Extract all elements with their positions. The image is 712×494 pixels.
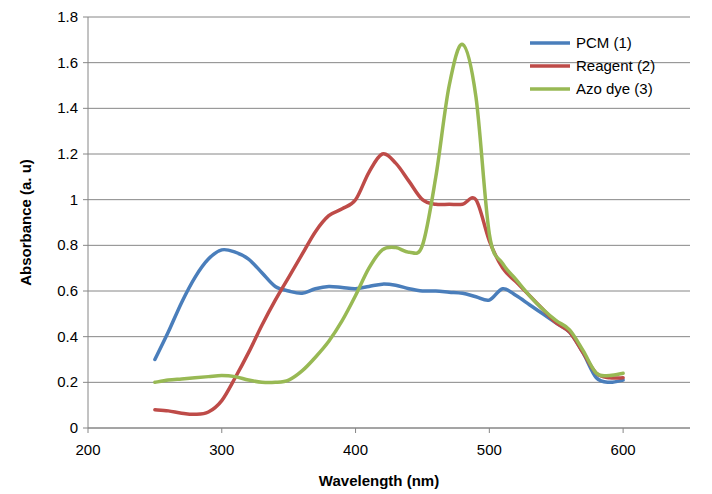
x-tick <box>623 428 624 433</box>
y-tick <box>83 108 88 109</box>
y-tick <box>83 17 88 18</box>
legend-swatch <box>530 64 570 68</box>
grid-line <box>88 245 690 246</box>
x-tick <box>88 428 89 433</box>
x-tick <box>355 428 356 433</box>
y-axis-title: Absorbance (a. u) <box>17 159 34 286</box>
series-line <box>155 44 623 382</box>
legend-label: Azo dye (3) <box>576 80 653 97</box>
y-tick-label: 1 <box>70 191 78 208</box>
y-tick-label: 0.2 <box>57 373 78 390</box>
y-axis <box>88 17 89 428</box>
y-tick <box>83 428 88 429</box>
legend-swatch <box>530 41 570 45</box>
y-tick <box>83 154 88 155</box>
legend-swatch <box>530 87 570 91</box>
x-axis-title: Wavelength (nm) <box>319 472 439 489</box>
y-tick-label: 1.6 <box>57 54 78 71</box>
y-tick-label: 1.8 <box>57 8 78 25</box>
legend-label: Reagent (2) <box>576 57 655 74</box>
grid-line <box>88 336 690 337</box>
y-tick <box>83 245 88 246</box>
y-tick-label: 0.8 <box>57 236 78 253</box>
x-axis <box>88 428 690 429</box>
y-tick <box>83 62 88 63</box>
x-tick <box>221 428 222 433</box>
grid-line <box>88 17 690 18</box>
x-tick-label: 200 <box>75 441 100 458</box>
y-tick-label: 0 <box>70 419 78 436</box>
y-tick-label: 1.4 <box>57 99 78 116</box>
y-tick <box>83 199 88 200</box>
grid-line <box>88 428 690 429</box>
legend-label: PCM (1) <box>576 34 632 51</box>
grid-line <box>88 108 690 109</box>
y-tick-label: 0.6 <box>57 282 78 299</box>
x-tick-label: 600 <box>611 441 636 458</box>
y-tick <box>83 336 88 337</box>
y-tick <box>83 291 88 292</box>
x-tick-label: 500 <box>477 441 502 458</box>
x-tick-label: 300 <box>209 441 234 458</box>
y-tick <box>83 382 88 383</box>
x-tick <box>489 428 490 433</box>
grid-line <box>88 291 690 292</box>
y-tick-label: 0.4 <box>57 328 78 345</box>
series-group <box>155 44 623 414</box>
chart: 0 0.2 0.4 0.6 0.8 1 1.2 1.4 1.6 1.8 200 300 400 500 60… <box>0 0 712 494</box>
y-tick-label: 1.2 <box>57 145 78 162</box>
grid-line <box>88 199 690 200</box>
x-tick-label: 400 <box>343 441 368 458</box>
